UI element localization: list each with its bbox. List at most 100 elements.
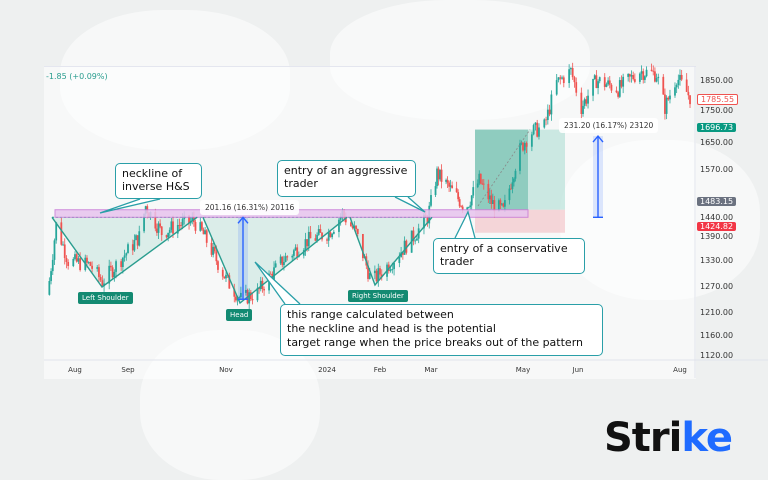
candle-body: [605, 84, 608, 87]
price-tag: 1696.73: [697, 122, 737, 132]
candle-body: [67, 261, 70, 266]
candle-body: [652, 70, 655, 72]
candle-body: [593, 75, 596, 80]
candle-body: [127, 244, 129, 254]
candle-body: [550, 94, 553, 115]
legend-change: -1.85 (+0.09%): [46, 72, 108, 81]
candle-body: [525, 143, 528, 147]
candle-body: [338, 219, 340, 232]
candle-body: [570, 68, 572, 70]
candle-body: [559, 77, 562, 79]
candle-body: [87, 262, 90, 263]
candle-body: [304, 239, 307, 251]
candle-body: [391, 269, 394, 270]
candle-body: [458, 199, 461, 207]
projection-line: [477, 129, 531, 207]
pattern-line-2: [349, 216, 433, 287]
candle-body: [439, 169, 441, 180]
x-tick-label: Mar: [424, 366, 438, 374]
candle-body: [89, 262, 92, 266]
candle-body: [194, 222, 197, 231]
candle-body: [110, 265, 112, 268]
candle-body: [281, 256, 284, 266]
candle-body: [199, 222, 202, 231]
candle-body: [356, 228, 359, 234]
candle-body: [188, 215, 190, 224]
candle-body: [451, 185, 454, 189]
candle-body: [62, 244, 64, 246]
candle-body: [685, 79, 688, 92]
candle-body: [448, 182, 450, 187]
candle-body: [662, 76, 665, 95]
candle-body: [292, 250, 295, 256]
callout-pointer-3: [254, 261, 301, 305]
y-tick-label: 1120.00: [700, 350, 734, 360]
candle-body: [274, 263, 277, 268]
candle-body: [210, 242, 213, 255]
candle-body: [279, 256, 282, 264]
candle-body: [120, 261, 123, 267]
candle-body: [664, 94, 666, 114]
candle-body: [135, 235, 137, 241]
candle-body: [412, 230, 415, 242]
candle-body: [457, 192, 460, 200]
candle-body: [191, 217, 194, 221]
candle-body: [160, 226, 163, 236]
candle-body: [235, 296, 237, 301]
candle-body: [317, 229, 320, 235]
x-tick-label: Feb: [373, 366, 387, 374]
candle-body: [548, 109, 551, 115]
candle-body: [113, 271, 116, 278]
x-tick-label: May: [515, 366, 531, 374]
candle-body: [500, 203, 503, 205]
measure-label-target: 231.20 (16.17%) 23120: [559, 118, 659, 133]
candle-body: [414, 240, 417, 242]
candle-body: [510, 188, 512, 190]
candle-body: [426, 216, 429, 224]
candle-body: [125, 253, 128, 256]
candle-body: [248, 292, 251, 304]
candle-body: [573, 77, 576, 83]
candle-body: [617, 92, 620, 97]
candle-body: [306, 239, 309, 247]
candle-body: [638, 73, 641, 82]
candle-body: [455, 188, 458, 193]
candle-body: [380, 274, 383, 277]
x-tick-label: Aug: [673, 366, 687, 374]
candle-body: [532, 125, 535, 135]
candle-body: [79, 258, 82, 271]
candle-body: [350, 222, 352, 227]
callout-pointer-1: [394, 196, 426, 213]
candle-body: [546, 109, 549, 120]
candle-body: [321, 232, 323, 240]
candle-body: [657, 76, 660, 79]
candle-body: [170, 221, 173, 230]
candle-body: [316, 234, 318, 241]
candle-body: [143, 213, 145, 232]
candle-body: [499, 200, 502, 205]
candle-body: [595, 75, 598, 89]
measure-arrowhead-0: [237, 216, 249, 224]
candle-body: [398, 257, 401, 263]
position-profit-zone-future: [528, 129, 565, 210]
y-tick-label: 1440.00: [700, 212, 734, 222]
candle-body: [302, 250, 305, 256]
candle-body: [502, 203, 505, 207]
x-tick-label: 2024: [318, 366, 336, 374]
candle-body: [557, 77, 560, 81]
candle-body: [513, 178, 515, 183]
candle-body: [99, 277, 102, 281]
candle-body: [101, 280, 104, 287]
callout-conservative-entry: entry of a conservative trader: [433, 238, 585, 274]
candle-body: [632, 75, 635, 80]
candle-body: [55, 222, 58, 241]
candle-body: [401, 252, 404, 255]
candle-body: [580, 92, 583, 114]
candle-body: [654, 71, 656, 82]
candle-body: [63, 244, 66, 259]
candle-body: [587, 95, 589, 104]
pattern-fill-1: [203, 217, 347, 303]
candle-body: [437, 168, 440, 180]
logo-accent: ke: [681, 415, 733, 461]
candle-body: [121, 257, 124, 267]
